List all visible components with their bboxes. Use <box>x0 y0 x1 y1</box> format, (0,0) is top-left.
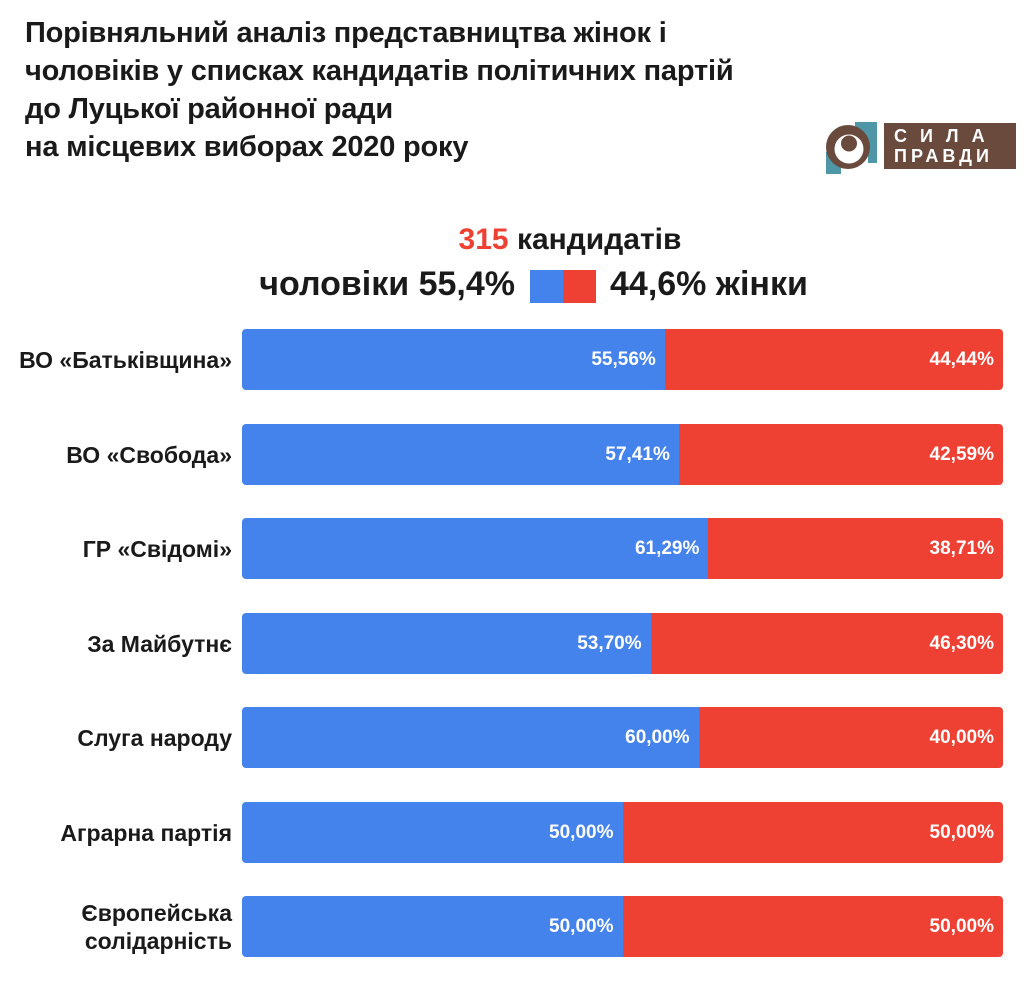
row-label: За Майбутнє <box>87 630 232 657</box>
bar-segment-women: 50,00% <box>622 896 1003 957</box>
bar-value-women: 40,00% <box>929 726 994 748</box>
sila-pravdy-logo: СИЛА ПРАВДИ <box>824 121 1016 175</box>
bar-segment-men: 53,70% <box>242 613 651 674</box>
bar: 53,70% 46,30% <box>242 613 1003 674</box>
chart-row: ВО «Свобода» 57,41% 42,59% <box>0 424 1024 485</box>
chart-row: Європейська солідарність 50,00% 50,00% <box>0 896 1024 957</box>
bar: 61,29% 38,71% <box>242 518 1003 579</box>
legend-men-label: чоловіки 55,4% <box>259 265 515 303</box>
title-line: на місцевих виборах 2020 року <box>25 131 469 163</box>
total-candidates: 315 кандидатів <box>70 221 1024 259</box>
chart-row: Слуга народу 60,00% 40,00% <box>0 707 1024 768</box>
bar: 57,41% 42,59% <box>242 424 1003 485</box>
bar-segment-men: 57,41% <box>242 424 679 485</box>
logo-text: СИЛА ПРАВДИ <box>884 123 1016 169</box>
logo-text-line1: СИЛА <box>894 126 998 146</box>
bar: 55,56% 44,44% <box>242 329 1003 390</box>
bar-segment-women: 50,00% <box>622 802 1003 863</box>
total-candidates-number: 315 <box>458 223 509 256</box>
bar: 50,00% 50,00% <box>242 896 1003 957</box>
bar-segment-men: 50,00% <box>242 896 623 957</box>
bar-value-women: 44,44% <box>929 348 994 370</box>
bar-segment-women: 46,30% <box>650 613 1003 674</box>
chart-row: ВО «Батьківщина» 55,56% 44,44% <box>0 329 1024 390</box>
bar-segment-women: 44,44% <box>664 329 1003 390</box>
bar-value-men: 50,00% <box>549 821 614 843</box>
row-label: Європейська солідарність <box>81 899 232 954</box>
bar-value-men: 60,00% <box>625 726 690 748</box>
bar-value-women: 42,59% <box>929 443 994 465</box>
legend-women-swatch <box>563 270 596 303</box>
bar: 50,00% 50,00% <box>242 802 1003 863</box>
bar-segment-men: 50,00% <box>242 802 623 863</box>
legend-men-swatch <box>530 270 563 303</box>
title-line: Порівняльний аналіз представництва жінок… <box>25 17 667 49</box>
row-label: Слуга народу <box>77 724 232 751</box>
bar-segment-men: 60,00% <box>242 707 699 768</box>
sila-pravdy-logo-icon <box>826 122 877 174</box>
bar-segment-women: 42,59% <box>678 424 1003 485</box>
page-title: Порівняльний аналіз представництва жінок… <box>25 14 865 166</box>
title-line: до Луцької районної ради <box>25 93 393 125</box>
bar-value-women: 46,30% <box>929 632 994 654</box>
total-candidates-suffix: кандидатів <box>508 223 682 256</box>
row-label: ГР «Свідомі» <box>82 535 232 562</box>
title-line: чоловіків у списках кандидатів політични… <box>25 55 734 87</box>
bar-segment-men: 61,29% <box>242 518 709 579</box>
row-label: ВО «Батьківщина» <box>19 346 232 373</box>
bar-value-men: 53,70% <box>577 632 642 654</box>
bar-value-women: 50,00% <box>929 915 994 937</box>
bar-value-men: 57,41% <box>605 443 670 465</box>
chart-row: За Майбутнє 53,70% 46,30% <box>0 613 1024 674</box>
row-label: Аграрна партія <box>60 819 232 846</box>
legend-women-label: 44,6% жінки <box>610 265 808 303</box>
bar-segment-women: 40,00% <box>698 707 1003 768</box>
bar-segment-men: 55,56% <box>242 329 665 390</box>
bar: 60,00% 40,00% <box>242 707 1003 768</box>
logo-text-line2: ПРАВДИ <box>894 146 993 166</box>
bar-value-men: 61,29% <box>634 537 700 559</box>
bar-value-women: 50,00% <box>929 821 994 843</box>
bar-value-women: 38,71% <box>929 537 994 559</box>
row-label: ВО «Свобода» <box>66 441 232 468</box>
chart-row: Аграрна партія 50,00% 50,00% <box>0 802 1024 863</box>
bar-value-men: 55,56% <box>591 348 656 370</box>
bar-segment-women: 38,71% <box>708 518 1003 579</box>
chart-row: ГР «Свідомі» 61,29% 38,71% <box>0 518 1024 579</box>
bar-value-men: 50,00% <box>549 915 614 937</box>
